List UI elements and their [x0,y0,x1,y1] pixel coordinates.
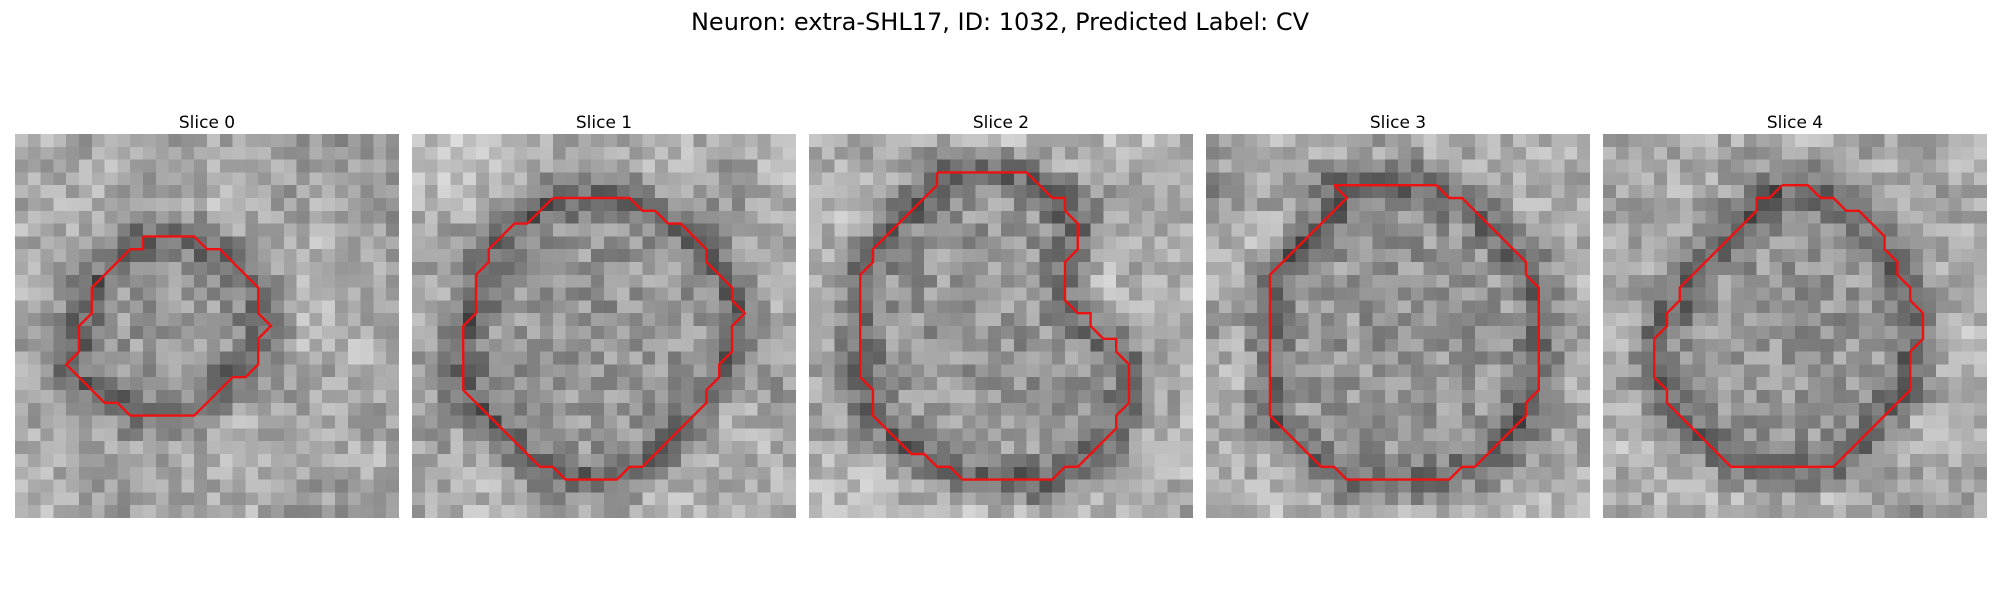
roi-contour [15,134,399,518]
slice-title: Slice 4 [1766,113,1824,133]
slice-title: Slice 3 [1369,113,1427,133]
slice-image [809,134,1193,518]
slice-title: Slice 2 [972,113,1030,133]
roi-contour [1603,134,1987,518]
slice-title: Slice 1 [575,113,633,133]
figure-title: Neuron: extra-SHL17, ID: 1032, Predicted… [690,8,1310,36]
roi-contour [809,134,1193,518]
slice-title: Slice 0 [178,113,236,133]
roi-contour [1206,134,1590,518]
roi-contour [412,134,796,518]
